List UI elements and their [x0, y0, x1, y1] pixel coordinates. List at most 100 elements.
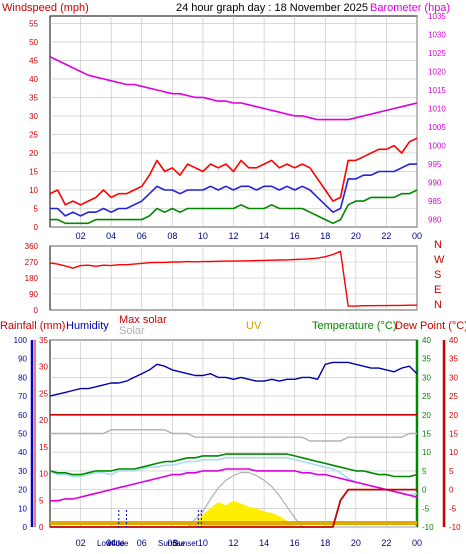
degree-tick-label: 360	[25, 242, 39, 251]
solar-legend: Solar	[119, 325, 145, 337]
degree-tick-label: 180	[25, 274, 39, 283]
rain-tick-label: 25	[39, 389, 48, 398]
hour-tick-label: 16	[290, 538, 300, 548]
compass-tick-label: N	[434, 239, 442, 251]
barometer-tick-label: 1010	[428, 105, 446, 114]
hour-tick-label: 20	[351, 538, 361, 548]
temperature-tick-label: -5	[422, 504, 430, 513]
compass-tick-label: E	[434, 284, 441, 296]
speed-tick-label: 0	[34, 223, 39, 232]
wind-direction-line	[49, 250, 417, 307]
hour-tick-label: 06	[137, 538, 147, 548]
temperature-tick-label: 30	[422, 373, 431, 382]
humidity-tick-label: 20	[18, 486, 27, 495]
hour-tick-label: 06	[137, 231, 147, 241]
speed-tick-label: 40	[29, 75, 38, 84]
max-solar-legend: Max solar	[119, 314, 167, 326]
hour-tick-label: 04	[106, 538, 116, 548]
rain-ticks: 0 5 10 15 20 25 30 35	[39, 336, 48, 532]
rainfall-axis-title: Rainfall (mm)	[0, 320, 65, 332]
speed-tick-label: 35	[29, 93, 38, 102]
temperature-tick-label: 40	[422, 336, 431, 345]
barometer-ticks: 980 985 990 995 1000 1005 1010 1015 1020 1025 1030…	[428, 12, 446, 225]
hour-tick-label: 04	[106, 231, 116, 241]
dewpoint-axis-title: Dew Point (°C)	[395, 320, 466, 332]
wind-axis-title: Windspeed (mph)	[2, 2, 89, 14]
rain-tick-label: 35	[39, 336, 48, 345]
humidity-tick-label: 60	[18, 411, 27, 420]
hour-tick-label: 18	[320, 538, 330, 548]
speed-tick-label: 15	[29, 167, 38, 176]
temperature-tick-label: 10	[422, 448, 431, 457]
dewpoint-tick-label: 25	[449, 392, 458, 401]
barometer-tick-label: 990	[428, 179, 442, 188]
hour-tick-label: 00	[412, 231, 422, 241]
dewpoint-tick-label: -5	[449, 504, 457, 513]
hitide-label: Hitide	[108, 539, 129, 548]
direction-degree-ticks: 0 90 180 270 360	[25, 242, 39, 315]
compass-tick-label: N	[434, 299, 442, 311]
hour-tick-label: 16	[290, 231, 300, 241]
speed-tick-label: 20	[29, 149, 38, 158]
wind-barometer-lines	[49, 55, 418, 225]
hour-tick-label: 10	[198, 538, 208, 548]
speed-tick-label: 25	[29, 130, 38, 139]
dewpoint-tick-label: 40	[449, 336, 458, 345]
rain-tick-label: 20	[39, 416, 48, 425]
wind-speed-ticks: 0 5 10 15 20 25 30 35 40 45 50 55	[29, 19, 38, 232]
direction-panel-grid	[50, 245, 418, 311]
wind-panel-grid	[50, 16, 418, 228]
temperature-tick-label: -10	[422, 523, 434, 532]
speed-tick-label: 10	[29, 186, 38, 195]
speed-tick-label: 5	[34, 204, 39, 213]
temp-hour-ticks: 02 04 06 08 10 12 14 16 18 20 22 00	[76, 538, 422, 548]
hour-tick-label: 14	[259, 538, 269, 548]
temp-panel-axes	[30, 340, 446, 527]
wind-gust-line	[49, 137, 418, 206]
wind-low-line	[50, 189, 418, 225]
degree-tick-label: 270	[25, 258, 39, 267]
hour-tick-label: 08	[167, 231, 177, 241]
sunrise-label: Sunrise	[158, 539, 186, 548]
barometer-tick-label: 1030	[428, 31, 446, 40]
barometer-tick-label: 1000	[428, 142, 446, 151]
barometer-tick-label: 1005	[428, 123, 446, 132]
barometer-tick-label: 980	[428, 216, 442, 225]
rain-tick-label: 5	[39, 496, 44, 505]
temperature-line	[49, 453, 418, 478]
temperature-tick-label: 25	[422, 392, 431, 401]
humidity-line	[49, 361, 418, 397]
page-title: 24 hour graph day : 18 November 2025	[176, 2, 368, 14]
lowtide-label: Lowtide	[97, 539, 125, 548]
humidity-tick-label: 30	[18, 467, 27, 476]
humidity-tick-label: 10	[18, 504, 27, 513]
dewpoint-tick-label: 0	[449, 486, 454, 495]
humidity-tick-label: 80	[18, 373, 27, 382]
hour-tick-label: 22	[381, 538, 391, 548]
dewpoint-tick-label: 30	[449, 373, 458, 382]
dewpoint-tick-label: -10	[449, 523, 461, 532]
speed-tick-label: 50	[29, 38, 38, 47]
barometer-tick-label: 995	[428, 160, 442, 169]
speed-tick-label: 30	[29, 112, 38, 121]
dewpoint-tick-label: 15	[449, 430, 458, 439]
dewpoint-line	[50, 468, 418, 502]
hour-tick-label: 12	[228, 231, 238, 241]
compass-tick-label: S	[434, 269, 441, 281]
uv-legend: UV	[246, 320, 262, 332]
temp-humidity-lines	[49, 361, 418, 528]
degree-tick-label: 0	[34, 306, 39, 315]
hour-tick-label: 18	[320, 231, 330, 241]
humidity-ticks: 0 10 20 30 40 50 60 70 80 90 100	[14, 336, 28, 532]
rain-tick-label: 10	[39, 470, 48, 479]
wind-direction-line	[49, 250, 417, 307]
barometer-axis-title: Barometer (hpa)	[370, 2, 450, 14]
hour-tick-label: 10	[198, 231, 208, 241]
speed-tick-label: 55	[29, 19, 38, 28]
rain-tick-label: 0	[39, 523, 44, 532]
